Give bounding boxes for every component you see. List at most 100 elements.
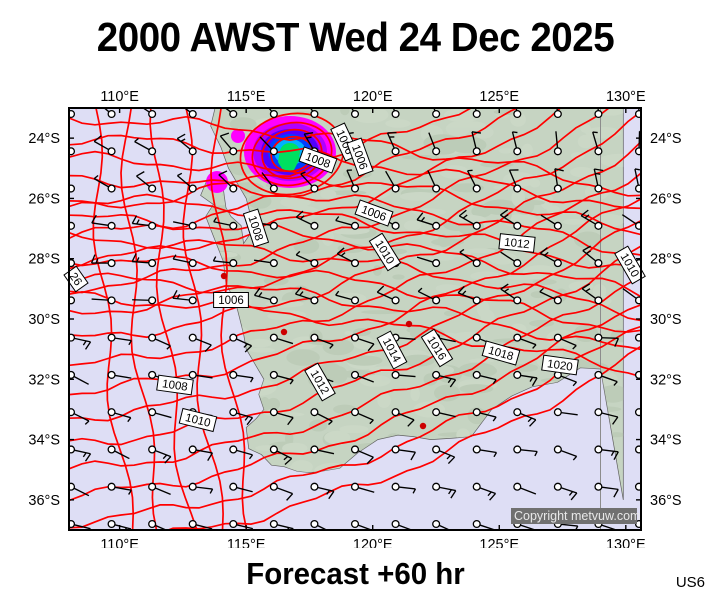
- wind-barb-shaft: [103, 108, 110, 113]
- wind-barb: [300, 171, 319, 193]
- wind-barb-half: [595, 172, 601, 175]
- wind-barb-shaft: [219, 135, 232, 150]
- wind-barb-station: [148, 519, 157, 529]
- wind-barb-half: [340, 252, 346, 257]
- wind-barb-shaft: [176, 175, 191, 187]
- wind-barb-shaft: [295, 254, 312, 263]
- isobar-label: 26: [63, 265, 89, 293]
- wind-barb-shaft: [601, 412, 618, 418]
- wind-barb-shaft: [593, 168, 599, 186]
- wind-barb: [472, 108, 481, 119]
- wind-barb: [148, 519, 168, 530]
- wind-barb-station: [472, 259, 481, 268]
- wind-barb-shaft: [91, 298, 109, 301]
- wind-barb: [539, 247, 562, 268]
- wind-barb-station: [69, 184, 76, 193]
- wind-barb-shaft: [114, 450, 130, 460]
- wind-barb: [432, 519, 451, 530]
- wind-barb-shaft: [213, 260, 230, 264]
- wind-barb: [432, 370, 457, 388]
- wind-barb-half: [248, 454, 254, 460]
- wind-barb: [391, 482, 417, 494]
- wind-barb-half: [572, 455, 578, 461]
- isobar-south-5: [69, 219, 641, 422]
- wind-barb-station: [269, 333, 278, 342]
- wind-barb-shaft: [471, 131, 477, 149]
- wind-barb-shaft: [236, 524, 253, 530]
- wind-barb-shaft: [601, 375, 618, 383]
- wind-barb-full: [84, 453, 92, 462]
- wind-barb-station: [148, 408, 157, 417]
- wind-barb-full: [500, 283, 509, 290]
- wind-barb-station: [432, 184, 441, 193]
- wind-barb: [148, 333, 171, 350]
- wind-barb-shaft: [508, 169, 517, 186]
- wind-barb-half: [328, 420, 333, 426]
- isobar-label: 1006: [213, 292, 249, 308]
- isobar-label: 1008: [242, 208, 270, 248]
- wind-barb: [229, 370, 254, 383]
- wind-barb-half: [335, 290, 340, 296]
- isobar-label-box: [541, 354, 579, 376]
- wind-barb-shaft: [459, 215, 475, 225]
- wind-barb: [148, 482, 171, 496]
- wind-barb-station: [594, 408, 603, 417]
- wind-barb-station: [350, 445, 360, 454]
- wind-barb: [93, 174, 116, 193]
- wind-barb-shaft: [466, 170, 476, 186]
- wind-barb-half: [325, 531, 329, 534]
- wind-barb-shaft: [276, 450, 292, 460]
- wind-barb-shaft: [357, 375, 374, 383]
- wind-barb-station: [148, 296, 157, 305]
- wind-barb-half: [221, 102, 225, 105]
- wind-barb-shaft: [142, 108, 150, 113]
- wind-barb-shaft: [73, 413, 90, 422]
- wind-barb-half: [543, 251, 549, 257]
- wind-barb: [218, 170, 238, 193]
- wind-barb-half: [243, 343, 248, 348]
- lat-label-left-30: 30°S: [28, 312, 60, 328]
- wind-barb-shaft: [236, 374, 254, 379]
- wind-barb-station: [148, 221, 157, 230]
- wind-barb-shaft: [317, 413, 333, 422]
- wind-barb-station: [69, 259, 76, 268]
- isobar-label-text: 1006: [218, 295, 244, 307]
- wind-barb: [253, 287, 278, 305]
- wind-barb-full: [53, 173, 60, 179]
- isobar-label-box: [354, 199, 394, 227]
- wind-barb-half: [411, 531, 414, 535]
- wind-barb: [472, 482, 497, 501]
- wind-barb-station: [432, 221, 441, 230]
- wind-barb-half: [136, 219, 140, 225]
- wind-barb-full: [172, 289, 178, 299]
- wind-barb-full: [90, 254, 96, 264]
- isobar-north-8: [69, 272, 641, 351]
- wind-barb-station: [269, 296, 278, 305]
- wind-barb-shaft: [93, 140, 109, 151]
- wind-barb-group: [53, 102, 641, 535]
- wind-barb-full: [582, 245, 591, 252]
- wind-barb-half: [136, 257, 140, 263]
- wind-barb-station: [513, 221, 522, 230]
- wind-barb: [229, 333, 253, 353]
- wind-barb-station: [107, 147, 116, 156]
- wind-barb: [634, 108, 641, 119]
- wind-barb-shaft: [268, 108, 273, 112]
- wind-barb-half: [529, 376, 534, 382]
- wind-barb: [553, 482, 578, 501]
- copyright-box: [511, 508, 637, 524]
- wind-barb-shaft: [276, 412, 294, 419]
- isobar-label-box: [368, 232, 402, 272]
- wind-barb-half: [213, 217, 218, 223]
- wind-barb: [432, 482, 457, 499]
- wind-barb-station: [553, 482, 562, 491]
- wind-barb-full: [376, 285, 385, 293]
- wind-barb-station: [229, 370, 238, 379]
- wind-barb-station: [594, 333, 603, 342]
- isobar-label-box: [304, 362, 336, 402]
- wind-barb-full: [91, 214, 97, 224]
- wind-barb: [107, 445, 130, 460]
- wind-barb-station: [472, 370, 481, 379]
